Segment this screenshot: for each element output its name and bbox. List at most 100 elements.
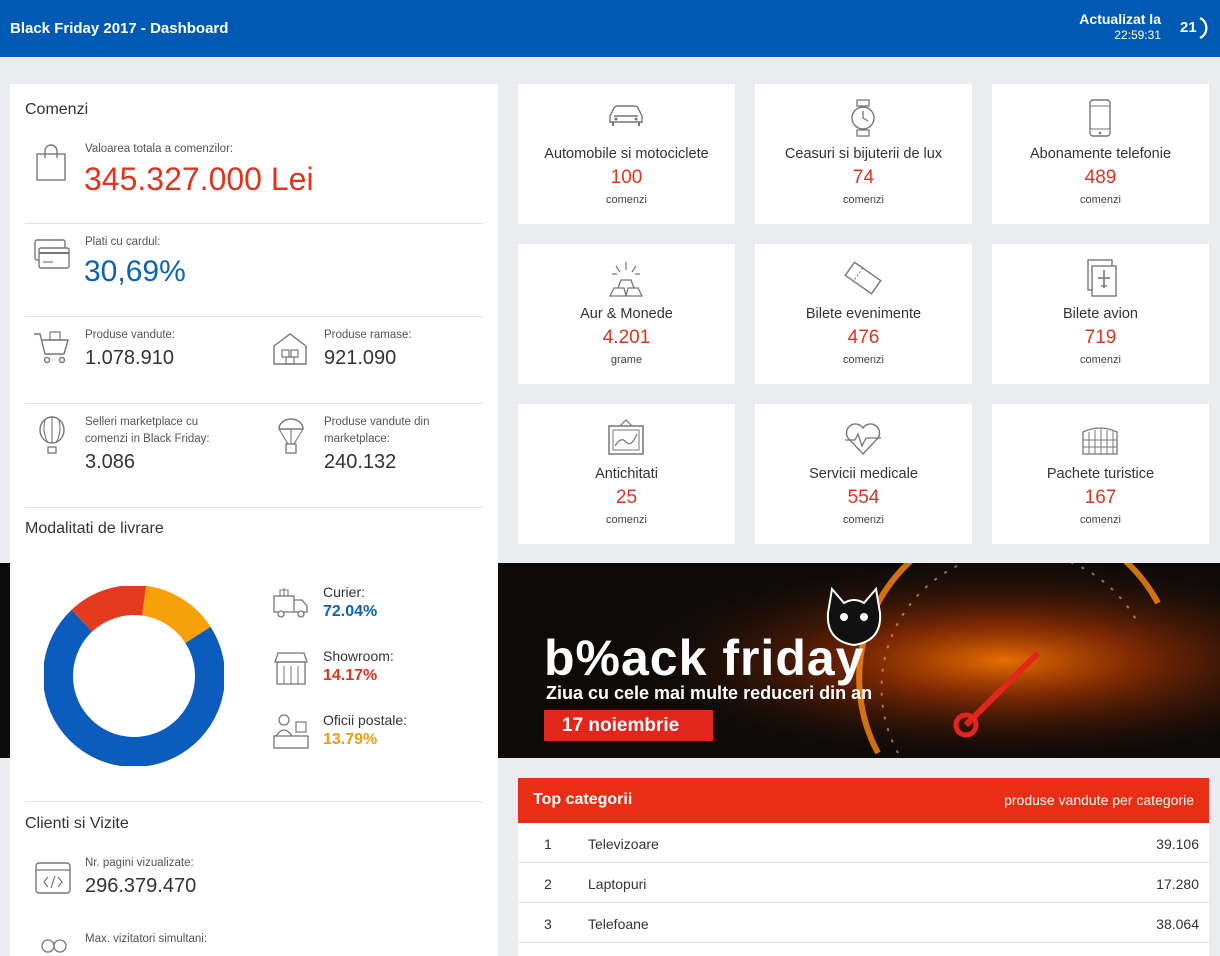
warehouse-icon bbox=[273, 333, 307, 365]
category-card[interactable]: Antichitati 25 comenzi bbox=[518, 404, 735, 544]
category-value: 100 bbox=[610, 167, 643, 188]
category-card[interactable]: Servicii medicale 554 comenzi bbox=[755, 404, 972, 544]
category-name: Aur & Monede bbox=[580, 306, 673, 322]
banner-brand: b%ack friday bbox=[544, 630, 865, 686]
updated-time: 22:59:31 bbox=[1114, 28, 1161, 42]
gold-bars-icon bbox=[608, 262, 644, 297]
watch-icon bbox=[851, 99, 875, 137]
legend-oficii: Oficii postale: 13.79% bbox=[272, 712, 472, 752]
category-card[interactable]: Aur & Monede 4.201 grame bbox=[518, 244, 735, 384]
ticket-icon bbox=[844, 261, 882, 295]
category-name: Antichitati bbox=[595, 466, 658, 482]
painting-icon bbox=[608, 419, 644, 455]
donut-slice-oficiipostale bbox=[141, 586, 211, 644]
phone-icon bbox=[1089, 99, 1111, 137]
delivery-donut-chart bbox=[44, 586, 224, 766]
products-remaining-label: Produse ramase: bbox=[324, 329, 412, 341]
top-categories-subtitle: produse vandute per categorie bbox=[1004, 792, 1194, 808]
category-card[interactable]: Abonamente telefonie 489 comenzi bbox=[992, 84, 1209, 224]
marketplace-sold-value: 240.132 bbox=[324, 451, 397, 473]
refresh-count: 21 bbox=[1180, 19, 1197, 36]
row-category: Telefoane bbox=[588, 916, 649, 932]
banner-date: 17 noiembrie bbox=[544, 710, 713, 741]
oficii-label: Oficii postale: bbox=[323, 712, 408, 728]
row-rank: 3 bbox=[544, 916, 552, 932]
header-bar: Black Friday 2017 - Dashboard Actualizat… bbox=[0, 0, 1220, 57]
row-value: 17.280 bbox=[1156, 876, 1199, 892]
category-card[interactable]: Bilete evenimente 476 comenzi bbox=[755, 244, 972, 384]
clienti-title: Clienti si Vizite bbox=[25, 815, 129, 832]
plane-ticket-icon bbox=[1087, 259, 1117, 297]
category-value: 4.201 bbox=[602, 327, 651, 348]
top-categories-header: Top categorii produse vandute per catego… bbox=[518, 778, 1209, 823]
category-value: 74 bbox=[852, 167, 875, 188]
black-friday-banner[interactable]: b%ack friday Ziua cu cele mai multe redu… bbox=[498, 563, 1220, 758]
row-rank: 1 bbox=[544, 836, 552, 852]
row-rank: 2 bbox=[544, 876, 552, 892]
last-updated: Actualizat la 22:59:31 bbox=[1079, 11, 1161, 43]
banner-left-strip bbox=[0, 563, 10, 758]
credit-card-icon bbox=[34, 239, 70, 269]
category-value: 489 bbox=[1084, 167, 1117, 188]
category-unit: comenzi bbox=[843, 354, 884, 366]
category-unit: comenzi bbox=[606, 194, 647, 206]
row-category: Televizoare bbox=[588, 836, 659, 852]
top-categories-title: Top categorii bbox=[533, 791, 633, 808]
curier-label: Curier: bbox=[323, 584, 366, 600]
category-unit: comenzi bbox=[843, 514, 884, 526]
total-orders-value: 345.327.000 Lei bbox=[84, 161, 314, 197]
category-card[interactable]: Ceasuri si bijuterii de lux 74 comenzi bbox=[755, 84, 972, 224]
category-value: 719 bbox=[1084, 327, 1117, 348]
category-name: Abonamente telefonie bbox=[1029, 146, 1172, 162]
category-value: 476 bbox=[847, 327, 880, 348]
refresh-icon bbox=[1199, 17, 1208, 39]
category-name: Bilete evenimente bbox=[805, 306, 922, 322]
cat-mascot-icon bbox=[826, 586, 882, 647]
max-visitors-label: Max. vizitatori simultani: bbox=[85, 933, 208, 945]
divider bbox=[25, 316, 483, 317]
hot-air-balloon-icon bbox=[39, 416, 65, 454]
oficii-percent: 13.79% bbox=[323, 731, 378, 748]
category-value: 25 bbox=[615, 487, 638, 508]
category-unit: comenzi bbox=[1080, 354, 1121, 366]
category-unit: comenzi bbox=[606, 514, 647, 526]
comenzi-title: Comenzi bbox=[25, 101, 89, 118]
legend-showroom: Showroom: 14.17% bbox=[272, 648, 472, 688]
category-card[interactable]: Automobile si motociclete 100 comenzi bbox=[518, 84, 735, 224]
category-unit: comenzi bbox=[1080, 514, 1121, 526]
left-panel: Comenzi Valoarea totala a comenzilor: 34… bbox=[10, 84, 498, 956]
marketplace-sold-label-1: Produse vandute din bbox=[324, 416, 430, 428]
card-payments-value: 30,69% bbox=[84, 255, 186, 288]
marketplace-sold-label-2: marketplace: bbox=[324, 433, 390, 445]
products-sold-value: 1.078.910 bbox=[85, 347, 174, 369]
post-office-icon bbox=[273, 714, 309, 749]
shopping-cart-icon bbox=[34, 331, 69, 364]
dashboard-title: Black Friday 2017 - Dashboard bbox=[10, 20, 229, 37]
category-unit: comenzi bbox=[1080, 194, 1121, 206]
row-value: 39.106 bbox=[1156, 836, 1199, 852]
products-remaining-value: 921.090 bbox=[324, 347, 397, 369]
category-name: Bilete avion bbox=[1063, 306, 1138, 322]
divider bbox=[25, 507, 483, 508]
donut-slice-showroom bbox=[71, 586, 147, 633]
visitors-icon bbox=[41, 939, 67, 953]
divider bbox=[25, 223, 483, 224]
category-name: Automobile si motociclete bbox=[544, 146, 709, 162]
table-row[interactable]: 3 Telefoane 38.064 bbox=[518, 903, 1209, 943]
livrare-title: Modalitati de livrare bbox=[25, 520, 164, 537]
shopping-bag-icon bbox=[36, 144, 66, 181]
refresh-countdown[interactable]: 21 bbox=[1180, 14, 1208, 42]
table-row[interactable]: 1 Televizoare 39.106 bbox=[518, 823, 1209, 863]
pages-viewed-label: Nr. pagini vizualizate: bbox=[85, 857, 194, 869]
category-card[interactable]: Pachete turistice 167 comenzi bbox=[992, 404, 1209, 544]
divider bbox=[25, 403, 483, 404]
category-value: 167 bbox=[1084, 487, 1117, 508]
storefront-icon bbox=[274, 652, 308, 685]
row-value: 38.064 bbox=[1156, 916, 1199, 932]
card-payments-label: Plati cu cardul: bbox=[85, 236, 161, 248]
curier-percent: 72.04% bbox=[323, 603, 378, 620]
divider bbox=[25, 801, 483, 802]
category-unit: grame bbox=[610, 354, 643, 366]
table-row[interactable]: 2 Laptopuri 17.280 bbox=[518, 863, 1209, 903]
category-card[interactable]: Bilete avion 719 comenzi bbox=[992, 244, 1209, 384]
